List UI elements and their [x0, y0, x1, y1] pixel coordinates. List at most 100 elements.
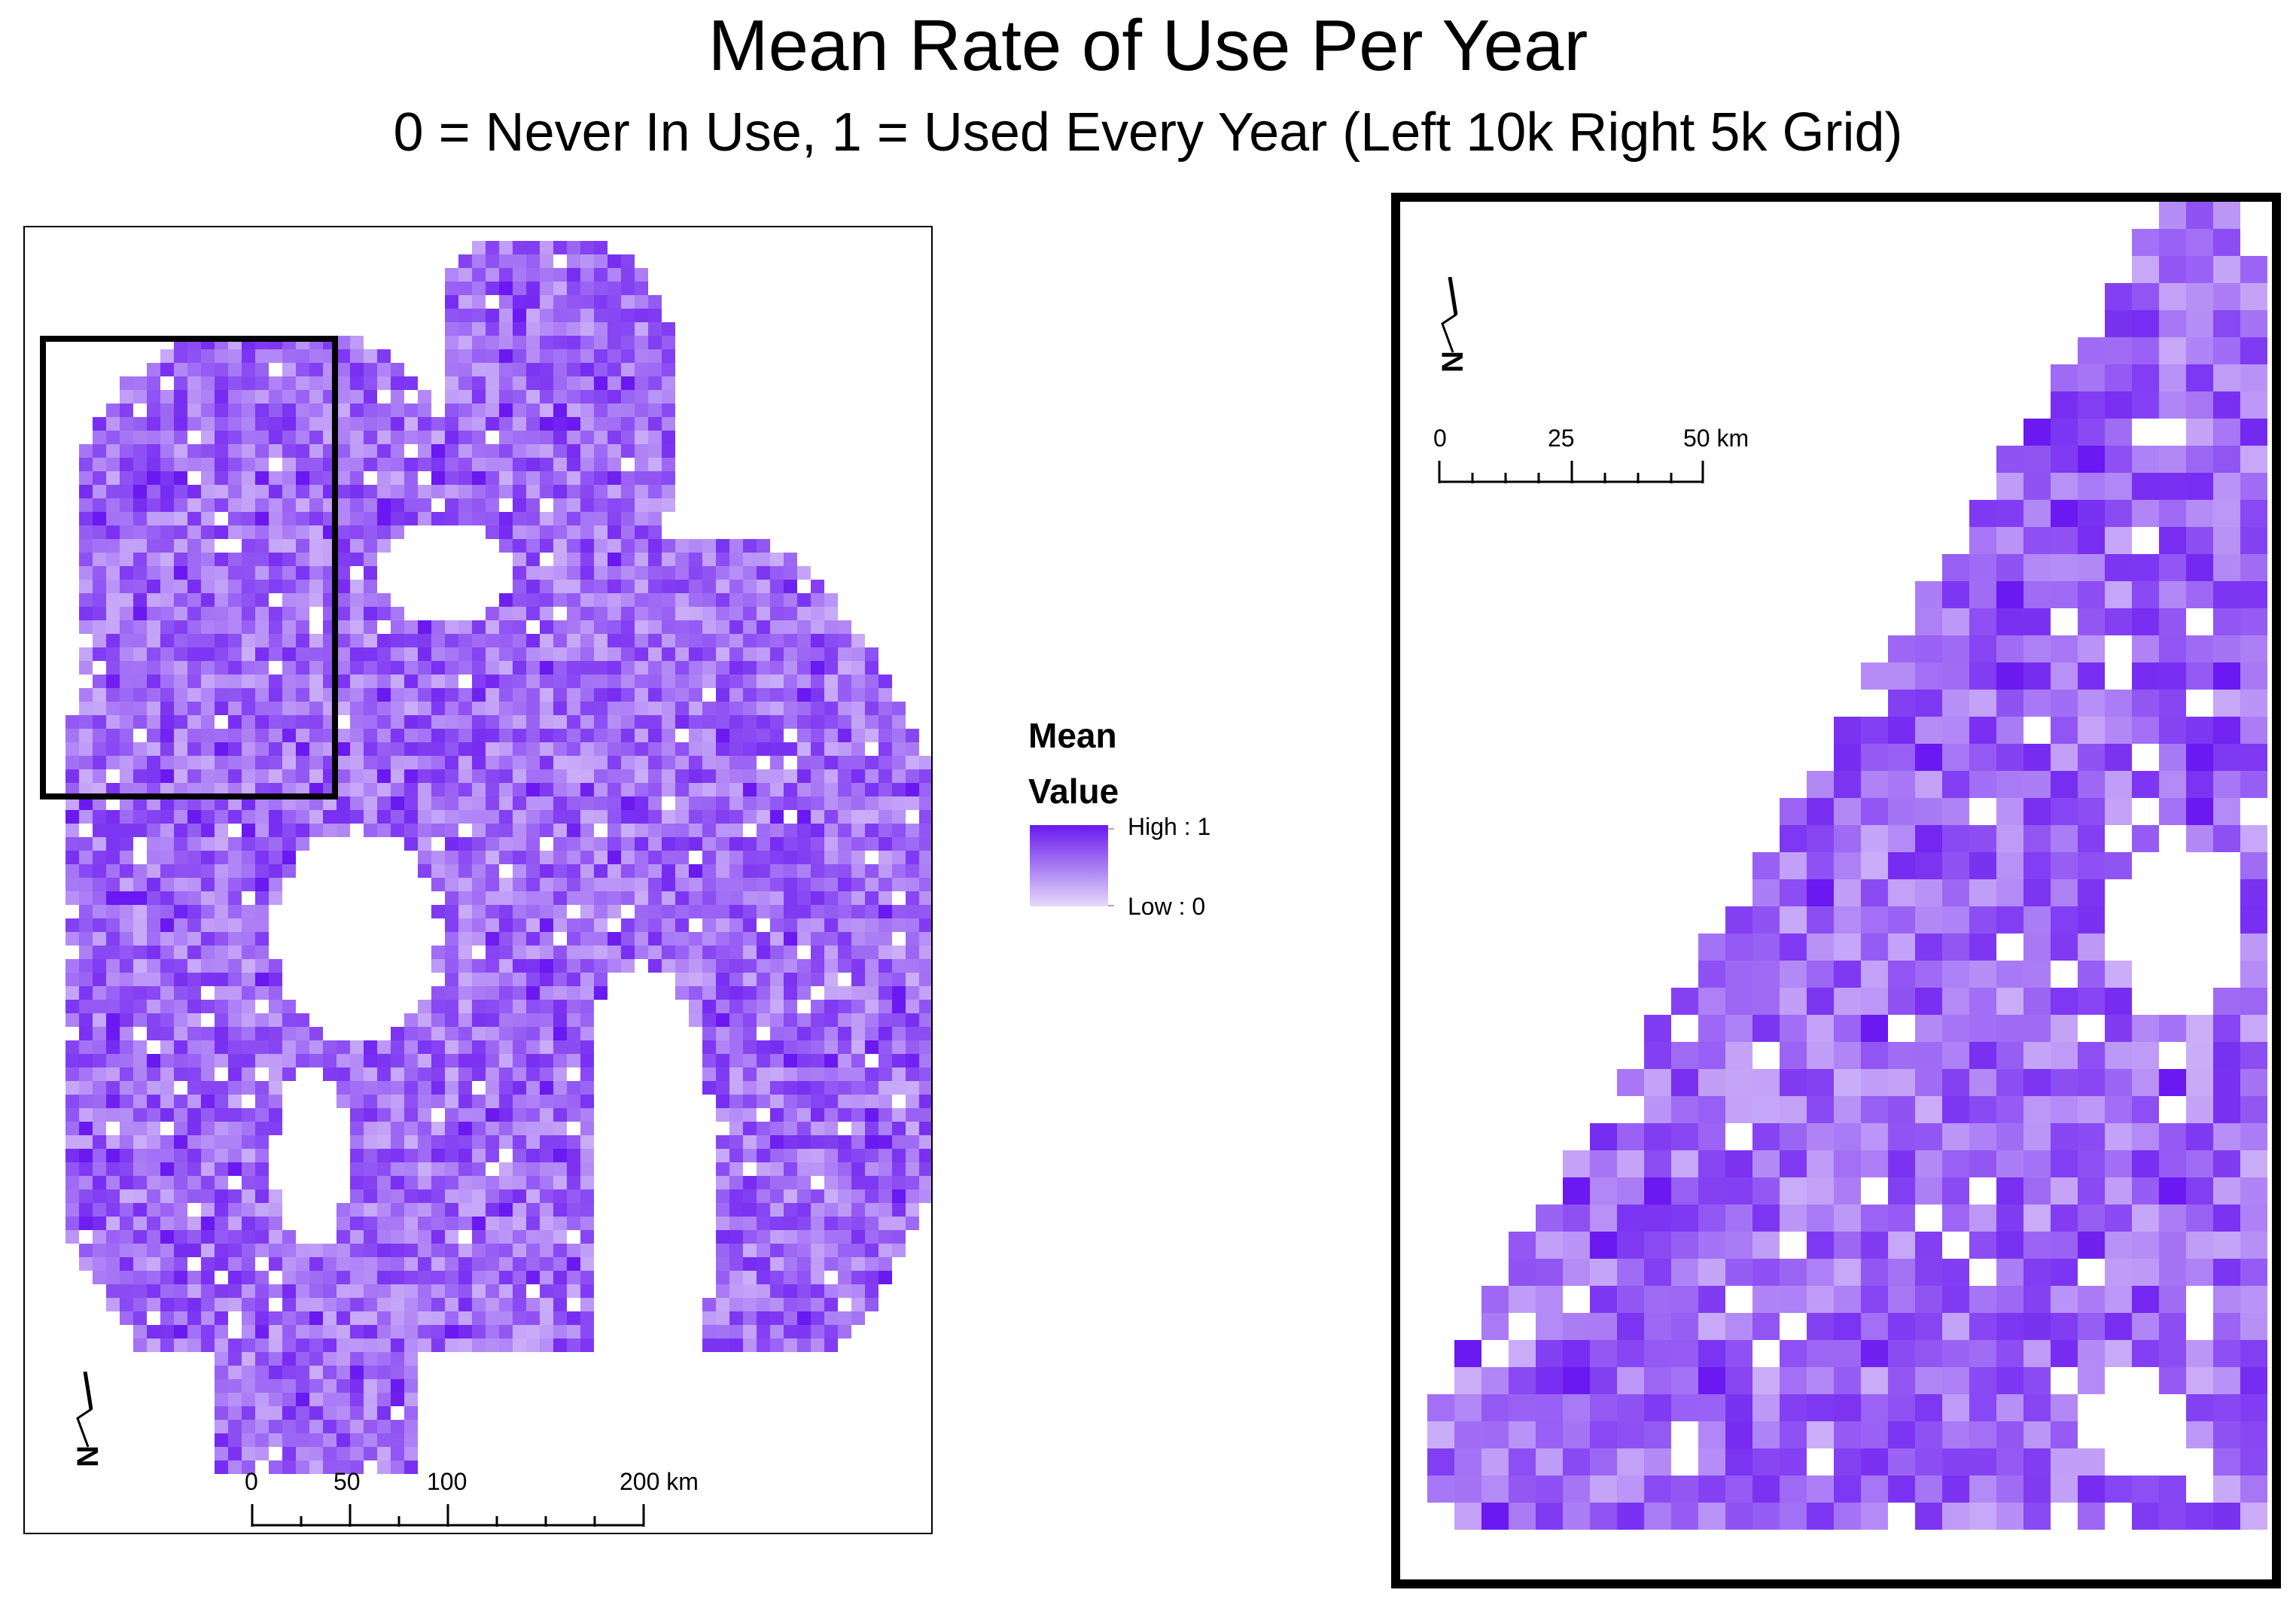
grid-cell	[2023, 662, 2051, 690]
grid-cell	[513, 878, 526, 891]
grid-cell	[269, 390, 282, 404]
grid-cell	[187, 742, 201, 756]
grid-cell	[2023, 744, 2051, 771]
grid-cell	[567, 376, 580, 390]
grid-cell	[513, 566, 526, 580]
grid-cell	[160, 1054, 174, 1067]
grid-cell	[255, 1311, 269, 1325]
grid-cell	[580, 661, 594, 675]
grid-cell	[526, 661, 540, 675]
grid-cell	[133, 1311, 147, 1325]
grid-cell	[499, 1108, 513, 1122]
grid-cell	[228, 1095, 242, 1108]
grid-cell	[662, 444, 675, 458]
grid-cell	[65, 891, 79, 905]
inset-extent-box[interactable]	[40, 336, 338, 799]
grid-cell	[350, 715, 364, 729]
grid-cell	[255, 837, 269, 851]
grid-cell	[729, 1257, 743, 1271]
grid-cell	[594, 810, 607, 824]
grid-cell	[269, 1217, 282, 1230]
grid-cell	[1834, 798, 1861, 825]
grid-cell	[824, 756, 838, 769]
grid-cell	[811, 837, 824, 851]
grid-cell	[865, 986, 879, 1000]
grid-cell	[418, 661, 431, 675]
grid-cell	[838, 946, 851, 959]
grid-cell	[1644, 1177, 1671, 1205]
grid-cell	[607, 810, 621, 824]
grid-cell	[2213, 662, 2240, 690]
grid-cell	[1807, 771, 1834, 798]
grid-cell	[594, 553, 607, 566]
grid-cell	[242, 946, 255, 959]
grid-cell	[106, 553, 120, 566]
grid-cell	[838, 905, 851, 918]
grid-cell	[445, 485, 458, 498]
grid-cell	[580, 349, 594, 363]
grid-cell	[404, 1406, 418, 1420]
grid-cell	[1969, 690, 1996, 717]
grid-cell	[526, 1217, 540, 1230]
grid-cell	[811, 1000, 824, 1013]
grid-cell	[147, 1054, 160, 1067]
grid-cell	[269, 485, 282, 498]
grid-cell	[1671, 1150, 1698, 1177]
grid-cell	[621, 295, 635, 309]
grid-cell	[526, 376, 540, 390]
grid-cell	[445, 1311, 458, 1325]
grid-cell	[1536, 1205, 1563, 1232]
grid-cell	[174, 349, 187, 363]
grid-cell	[594, 566, 607, 580]
grid-cell	[228, 566, 242, 580]
grid-cell	[553, 471, 567, 485]
grid-cell	[648, 525, 662, 539]
grid-cell	[865, 769, 879, 783]
grid-cell	[404, 1176, 418, 1189]
grid-cell	[472, 1149, 486, 1162]
grid-cell	[201, 1081, 215, 1095]
grid-cell	[2105, 1259, 2132, 1286]
grid-cell	[458, 702, 472, 715]
grid-cell	[919, 756, 931, 769]
grid-cell	[404, 634, 418, 647]
grid-cell	[147, 566, 160, 580]
grid-cell	[1834, 906, 1861, 933]
grid-cell	[526, 553, 540, 566]
grid-cell	[784, 675, 797, 688]
grid-cell	[418, 1013, 431, 1027]
grid-cell	[269, 688, 282, 702]
grid-cell	[201, 1230, 215, 1244]
grid-cell	[215, 891, 228, 905]
grid-cell	[2159, 473, 2186, 500]
grid-cell	[364, 390, 377, 404]
grid-cell	[79, 918, 93, 932]
grid-cell	[879, 851, 892, 864]
grid-cell	[553, 498, 567, 512]
grid-cell	[2132, 554, 2159, 581]
grid-cell	[770, 1217, 784, 1230]
grid-cell	[1644, 1042, 1671, 1069]
grid-cell	[553, 1108, 567, 1122]
grid-cell	[526, 241, 540, 254]
grid-cell	[2051, 798, 2078, 825]
grid-cell	[540, 1339, 553, 1352]
grid-cell	[160, 431, 174, 444]
grid-cell	[2105, 1340, 2132, 1367]
grid-cell	[1888, 1394, 1915, 1421]
grid-cell	[702, 932, 716, 946]
grid-cell	[2051, 690, 2078, 717]
grid-cell	[567, 566, 580, 580]
grid-cell	[296, 810, 309, 824]
grid-cell	[811, 891, 824, 905]
grid-cell	[1834, 879, 1861, 906]
grid-cell	[865, 715, 879, 729]
grid-cell	[1915, 1259, 1942, 1286]
grid-cell	[770, 1257, 784, 1271]
grid-cell	[458, 1135, 472, 1149]
grid-cell	[309, 1298, 323, 1311]
grid-cell	[309, 512, 323, 525]
grid-cell	[567, 349, 580, 363]
grid-cell	[2023, 581, 2051, 608]
grid-cell	[106, 1217, 120, 1230]
